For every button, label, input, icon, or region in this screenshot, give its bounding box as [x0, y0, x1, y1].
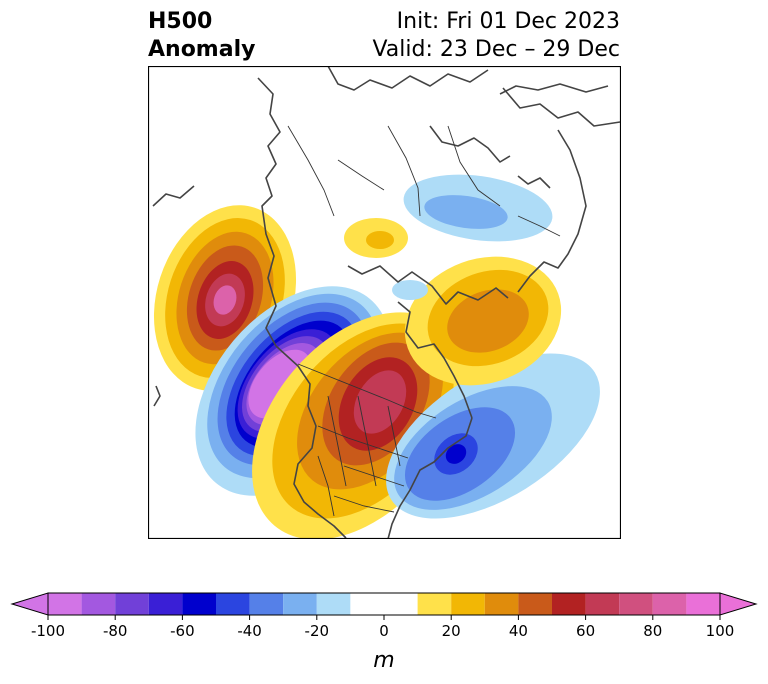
colorbar-tick-label: -20: [305, 622, 330, 640]
colorbar-bin: [81, 593, 116, 615]
colorbar-extend-min: [10, 592, 49, 616]
colorbar-bin: [350, 593, 418, 615]
colorbar-bin: [316, 593, 351, 615]
atlantic-trough-contours: [386, 353, 600, 519]
chart-title-left: H500 Anomaly: [148, 8, 255, 64]
colorbar-bin: [552, 593, 586, 615]
colorbar-tick-label: 60: [576, 622, 595, 640]
colorbar-bin: [518, 593, 552, 615]
map-frame: [148, 66, 621, 539]
coastlines: [152, 66, 621, 539]
colorbar-bin: [249, 593, 284, 615]
siberia-trough-contours: [403, 174, 553, 242]
greenland-ridge-contours: [404, 256, 562, 386]
init-time: Init: Fri 01 Dec 2023: [396, 9, 620, 34]
colorbar-tick-label: 0: [379, 622, 389, 640]
colorbar-tick-label: -80: [103, 622, 128, 640]
title-variable: H500: [148, 9, 213, 34]
colorbar-tick-label: 80: [643, 622, 662, 640]
valid-time: Valid: 23 Dec – 29 Dec: [372, 37, 620, 62]
colorbar-bin: [417, 593, 452, 615]
colorbar-tick-label: -100: [31, 622, 65, 640]
colorbar-bin: [652, 593, 687, 615]
chart-title-right: Init: Fri 01 Dec 2023 Valid: 23 Dec – 29…: [372, 8, 620, 64]
colorbar-bin: [283, 593, 317, 615]
colorbar-extend-max: [719, 592, 758, 616]
colorbar-bin: [686, 593, 720, 615]
colorbar-bin: [115, 593, 149, 615]
colorbar-bin: [585, 593, 620, 615]
anomaly-map: [148, 66, 621, 539]
colorbar-tick-label: 20: [442, 622, 461, 640]
colorbar-bin: [484, 593, 519, 615]
title-field: Anomaly: [148, 37, 256, 62]
colorbar-tick-label: -60: [170, 622, 195, 640]
colorbar-tick-label: 100: [706, 622, 735, 640]
arctic-ridge-contours: [344, 218, 428, 300]
colorbar-unit-label: m: [373, 648, 394, 673]
colorbar-bin: [451, 593, 485, 615]
colorbar-bin: [48, 593, 82, 615]
colorbar-tick-label: 40: [509, 622, 528, 640]
colorbar-bin: [216, 593, 250, 615]
colorbar-bin: [619, 593, 653, 615]
colorbar-tick-label: -40: [237, 622, 262, 640]
colorbar-bin: [148, 593, 183, 615]
colorbar-bin: [182, 593, 216, 615]
colorbar: -100 -80 -60 -40 -20 0 20 40 60 80 100 m: [10, 592, 758, 673]
political-borders: [287, 125, 561, 517]
